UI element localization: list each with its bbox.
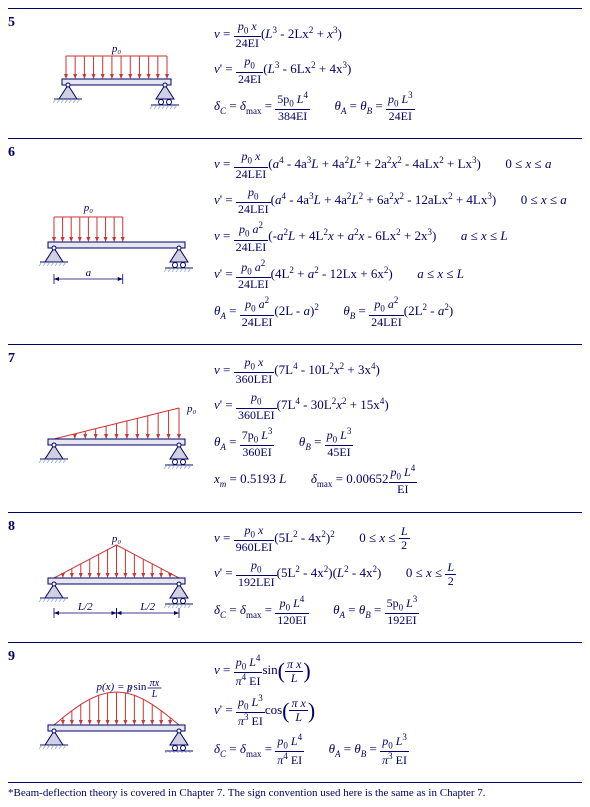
svg-text:πx: πx — [149, 678, 159, 689]
case-row-5: 5 p₀ v = p0 x24EI(L3 - 2Lx2 + x3) v' = p024… — [8, 8, 582, 138]
svg-text:0: 0 — [127, 685, 131, 694]
svg-text:p₀: p₀ — [110, 533, 121, 545]
footnote: *Beam-deflection theory is covered in Ch… — [8, 782, 582, 799]
equation: v' = p0192LEI(5L2 - 4x2)(L2 - 4x2) 0 ≤ x… — [214, 559, 582, 589]
diagram-cell: p₀ L/2 L/2 — [26, 519, 206, 632]
equation: v = p0 L4π4 EIsin(π xL) — [214, 654, 582, 688]
equation: δC = δmax = p0 L4120EI θA = θB = 5p0 L31… — [214, 595, 582, 627]
formula-cell: v = p0 x360LEI(7L4 - 10L2x2 + 3x4) v' = p… — [206, 351, 582, 502]
svg-text:sin: sin — [133, 681, 146, 693]
beam-diagram: p₀ L/2 L/2 — [29, 533, 204, 628]
equation: xm = 0.5193 L δmax = 0.00652p0 L4EI — [214, 464, 582, 496]
formula-cell: v = p0 x960LEI(5L2 - 4x2)2 0 ≤ x ≤ L2 v' … — [206, 519, 582, 632]
equation: v' = p024EI(L3 - 6Lx2 + 4x3) — [214, 55, 582, 85]
equation: v' = p0 a224LEI(4L2 + a2 - 12Lx + 6x2) a… — [214, 259, 582, 291]
equation: v = p0 x24LEI(a4 - 4a3L + 4a2L2 + 2a2x2 … — [214, 150, 582, 180]
svg-text:L/2: L/2 — [76, 601, 92, 613]
case-row-7: 7 p₀ v = p0 x360LEI(7L4 - 10L2x2 + 3x4) v' … — [8, 344, 582, 512]
equation: v' = p0360LEI(7L4 - 30L2x2 + 15x4) — [214, 391, 582, 421]
svg-text:p₀: p₀ — [82, 202, 93, 214]
beam-diagram: p(x) = p0sinπxL — [29, 678, 204, 753]
case-number: 9 — [8, 649, 26, 772]
equation: v = p0 a224LEI(-a2L + 4L2x + a2x - 6Lx2 … — [214, 221, 582, 253]
case-row-6: 6 p₀ a v = p0 x24LEI(a4 - 4a3L + 4a2L2 + 2a… — [8, 138, 582, 343]
diagram-cell: p₀ — [26, 15, 206, 128]
svg-text:p₀: p₀ — [110, 43, 121, 55]
case-number: 8 — [8, 519, 26, 632]
beam-diagram: p₀ a — [29, 195, 204, 295]
equation: δC = δmax = p0 L4π4 EI θA = θB = p0 L3π3… — [214, 733, 582, 767]
svg-text:a: a — [85, 267, 91, 279]
case-number: 6 — [8, 145, 26, 333]
formula-cell: v = p0 L4π4 EIsin(π xL) v' = p0 L3π3 EIco… — [206, 649, 582, 772]
case-number: 7 — [8, 351, 26, 502]
equation: v = p0 x360LEI(7L4 - 10L2x2 + 3x4) — [214, 356, 582, 386]
case-number: 5 — [8, 15, 26, 128]
equation: v = p0 x960LEI(5L2 - 4x2)2 0 ≤ x ≤ L2 — [214, 524, 582, 554]
equation: v' = p0 L3π3 EIcos(π xL) — [214, 694, 582, 728]
beam-diagram: p₀ — [29, 394, 204, 469]
svg-text:p₀: p₀ — [186, 403, 197, 415]
equation: θA = 7p0 L3360EI θB = p0 L345EI — [214, 427, 582, 459]
formula-cell: v = p0 x24EI(L3 - 2Lx2 + x3) v' = p024EI(… — [206, 15, 582, 128]
equation: v = p0 x24EI(L3 - 2Lx2 + x3) — [214, 20, 582, 50]
svg-text:L: L — [150, 689, 157, 700]
formula-cell: v = p0 x24LEI(a4 - 4a3L + 4a2L2 + 2a2x2 … — [206, 145, 582, 333]
diagram-cell: p(x) = p0sinπxL — [26, 649, 206, 772]
equation: v' = p024LEI(a4 - 4a3L + 4a2L2 + 6a2x2 -… — [214, 186, 582, 216]
beam-diagram: p₀ — [29, 42, 204, 112]
diagram-cell: p₀ — [26, 351, 206, 502]
equation: θA = p0 a224LEI(2L - a)2 θB = p0 a224LEI… — [214, 296, 582, 328]
case-row-9: 9p(x) = p0sinπxLv = p0 L4π4 EIsin(π xL)v… — [8, 642, 582, 782]
case-row-8: 8 p₀ L/2 L/2 v = p0 x960LEI(5L2 - 4x2)2 0 ≤ … — [8, 512, 582, 642]
diagram-cell: p₀ a — [26, 145, 206, 333]
equation: δC = δmax = 5p0 L4384EI θA = θB = p0 L32… — [214, 91, 582, 123]
svg-text:L/2: L/2 — [139, 601, 155, 613]
